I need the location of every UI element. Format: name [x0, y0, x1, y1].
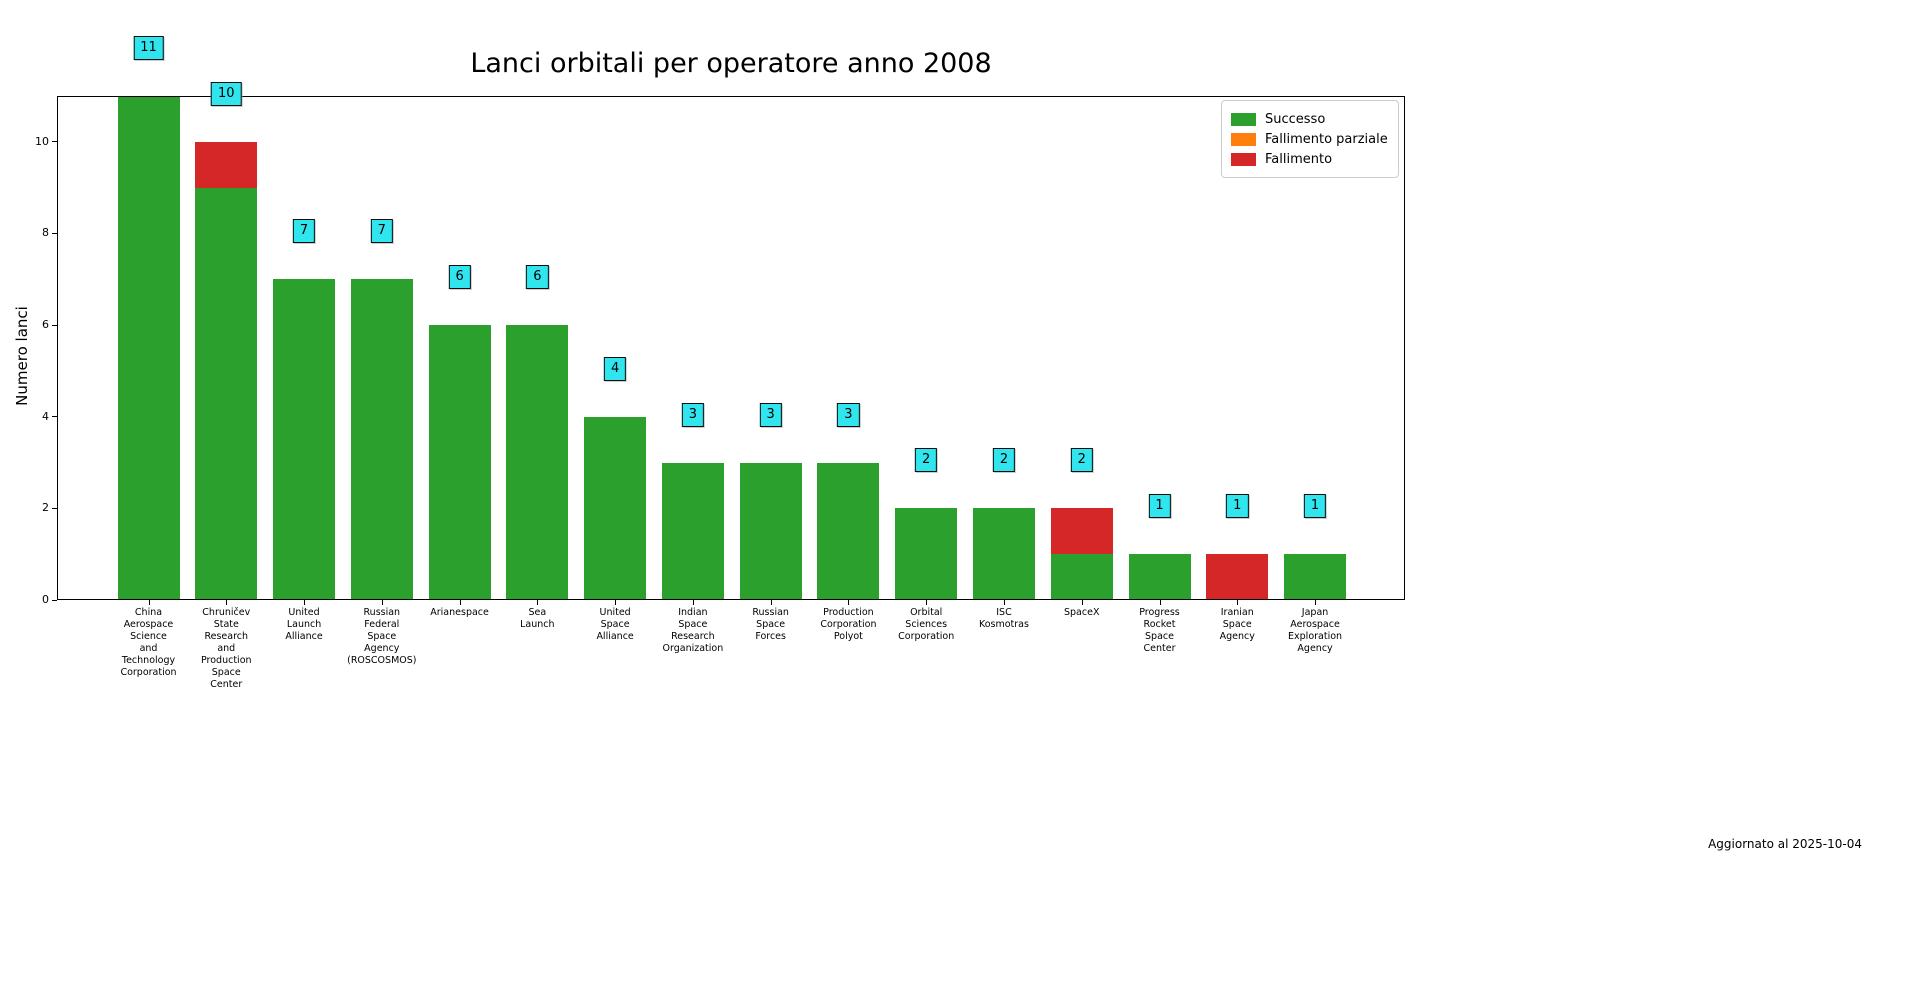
- x-tick-label: Orbital Sciences Corporation: [898, 607, 955, 642]
- x-tick-mark: [848, 600, 850, 605]
- y-tick-label: 0: [42, 593, 49, 606]
- x-tick-mark: [381, 600, 383, 605]
- x-tick-label: SpaceX: [1064, 607, 1100, 618]
- update-note: Aggiornato al 2025-10-04: [1708, 837, 1862, 851]
- x-tick-mark: [226, 600, 228, 605]
- x-tick-label: Indian Space Research Organization: [662, 607, 724, 654]
- axes-frame: [57, 96, 1405, 600]
- bar-total-annotation: 2: [915, 448, 938, 473]
- bar-segment-successo: [1050, 554, 1113, 600]
- bar-segment-successo: [972, 508, 1035, 600]
- bar-total-annotation: 7: [370, 219, 393, 244]
- x-tick-label: United Launch Alliance: [285, 607, 323, 642]
- bar-total-annotation: 1: [1303, 494, 1327, 519]
- bar-total-annotation: 10: [210, 81, 242, 106]
- y-tick-mark: [52, 232, 57, 234]
- legend-entry-fallimento: Fallimento: [1231, 150, 1389, 168]
- bar-total-annotation: 1: [1148, 494, 1171, 519]
- x-tick-label: Japan Aerospace Exploration Agency: [1288, 607, 1343, 654]
- x-tick-mark: [304, 600, 306, 605]
- y-tick-label: 2: [42, 501, 49, 515]
- y-tick-mark: [52, 599, 57, 601]
- bar-total-annotation: 3: [837, 402, 860, 427]
- x-tick-label: Iranian Space Agency: [1219, 607, 1255, 642]
- legend-swatch: [1231, 112, 1256, 126]
- legend-entry-fallimento-parziale: Fallimento parziale: [1231, 130, 1389, 148]
- bar-segment-successo: [350, 279, 413, 600]
- bar-total-annotation: 6: [448, 265, 471, 290]
- x-tick-label: Arianespace: [430, 607, 489, 618]
- x-tick-label: Chruničev State Research and Production …: [200, 607, 252, 690]
- y-tick-label: 6: [42, 318, 49, 332]
- bar-segment-successo: [661, 462, 724, 600]
- bar-total-annotation: 2: [992, 448, 1016, 473]
- y-tick-label: 10: [35, 134, 49, 148]
- x-tick-mark: [1237, 600, 1239, 605]
- bar-total-annotation: 6: [526, 265, 549, 290]
- legend: Successo Fallimento parziale Fallimento: [1221, 100, 1399, 178]
- bar-total-annotation: 7: [292, 219, 316, 244]
- x-tick-label: Sea Launch: [520, 607, 555, 630]
- bar-segment-successo: [817, 462, 880, 600]
- plot-area: Successo Fallimento parziale Fallimento 11…: [35, 36, 1405, 690]
- x-tick-mark: [692, 600, 694, 605]
- x-tick-mark: [615, 600, 617, 605]
- legend-label: Fallimento parziale: [1265, 131, 1388, 147]
- x-tick-mark: [1003, 600, 1005, 605]
- x-tick-mark: [148, 600, 150, 605]
- bar-segment-successo: [584, 416, 647, 600]
- x-tick-label: Production Corporation Polyot: [820, 607, 877, 642]
- bar-segment-successo: [1128, 554, 1191, 600]
- bar-segment-successo: [273, 279, 336, 600]
- bar-total-annotation: 4: [603, 356, 627, 381]
- x-tick-label: Russian Federal Space Agency (ROSCOSMOS): [347, 607, 417, 666]
- y-tick-mark: [52, 416, 57, 418]
- x-tick-mark: [926, 600, 928, 605]
- legend-swatch: [1231, 152, 1256, 166]
- bar-segment-successo: [1284, 554, 1347, 600]
- y-tick-mark: [52, 507, 57, 509]
- bar-segment-successo: [117, 96, 180, 600]
- bar-total-annotation: 11: [133, 36, 164, 60]
- bar-segment-successo: [428, 325, 491, 600]
- legend-swatch: [1231, 132, 1256, 146]
- x-tick-label: Russian Space Forces: [752, 607, 789, 642]
- bar-total-annotation: 3: [759, 402, 782, 427]
- x-tick-label: Progress Rocket Space Center: [1139, 607, 1180, 654]
- y-tick-label: 4: [42, 409, 49, 423]
- legend-entry-successo: Successo: [1231, 110, 1389, 128]
- x-tick-mark: [1315, 600, 1317, 605]
- y-tick-label: 8: [42, 226, 49, 240]
- x-tick-label: United Space Alliance: [596, 607, 634, 642]
- x-tick-mark: [770, 600, 772, 605]
- bar-segment-successo: [506, 325, 569, 600]
- bar-segment-fallimento: [1050, 508, 1113, 555]
- x-tick-mark: [459, 600, 461, 605]
- bar-total-annotation: 3: [681, 402, 705, 427]
- x-tick-label: China Aerospace Science and Technology C…: [120, 607, 177, 678]
- bar-segment-fallimento: [1206, 554, 1269, 600]
- bar-segment-successo: [739, 462, 802, 600]
- bar-segment-successo: [895, 508, 958, 600]
- bar-total-annotation: 1: [1226, 494, 1249, 519]
- bar-segment-fallimento: [195, 141, 258, 188]
- y-tick-mark: [52, 141, 57, 143]
- chart-title: Lanci orbitali per operatore anno 2008: [470, 48, 992, 79]
- x-tick-label: ISC Kosmotras: [978, 607, 1029, 630]
- bar-total-annotation: 2: [1070, 448, 1093, 473]
- x-tick-mark: [1159, 600, 1161, 605]
- y-tick-mark: [52, 324, 57, 326]
- x-tick-mark: [1081, 600, 1083, 605]
- legend-label: Successo: [1265, 111, 1326, 127]
- legend-label: Fallimento: [1265, 151, 1333, 167]
- bar-segment-successo: [195, 187, 258, 600]
- x-tick-mark: [537, 600, 539, 605]
